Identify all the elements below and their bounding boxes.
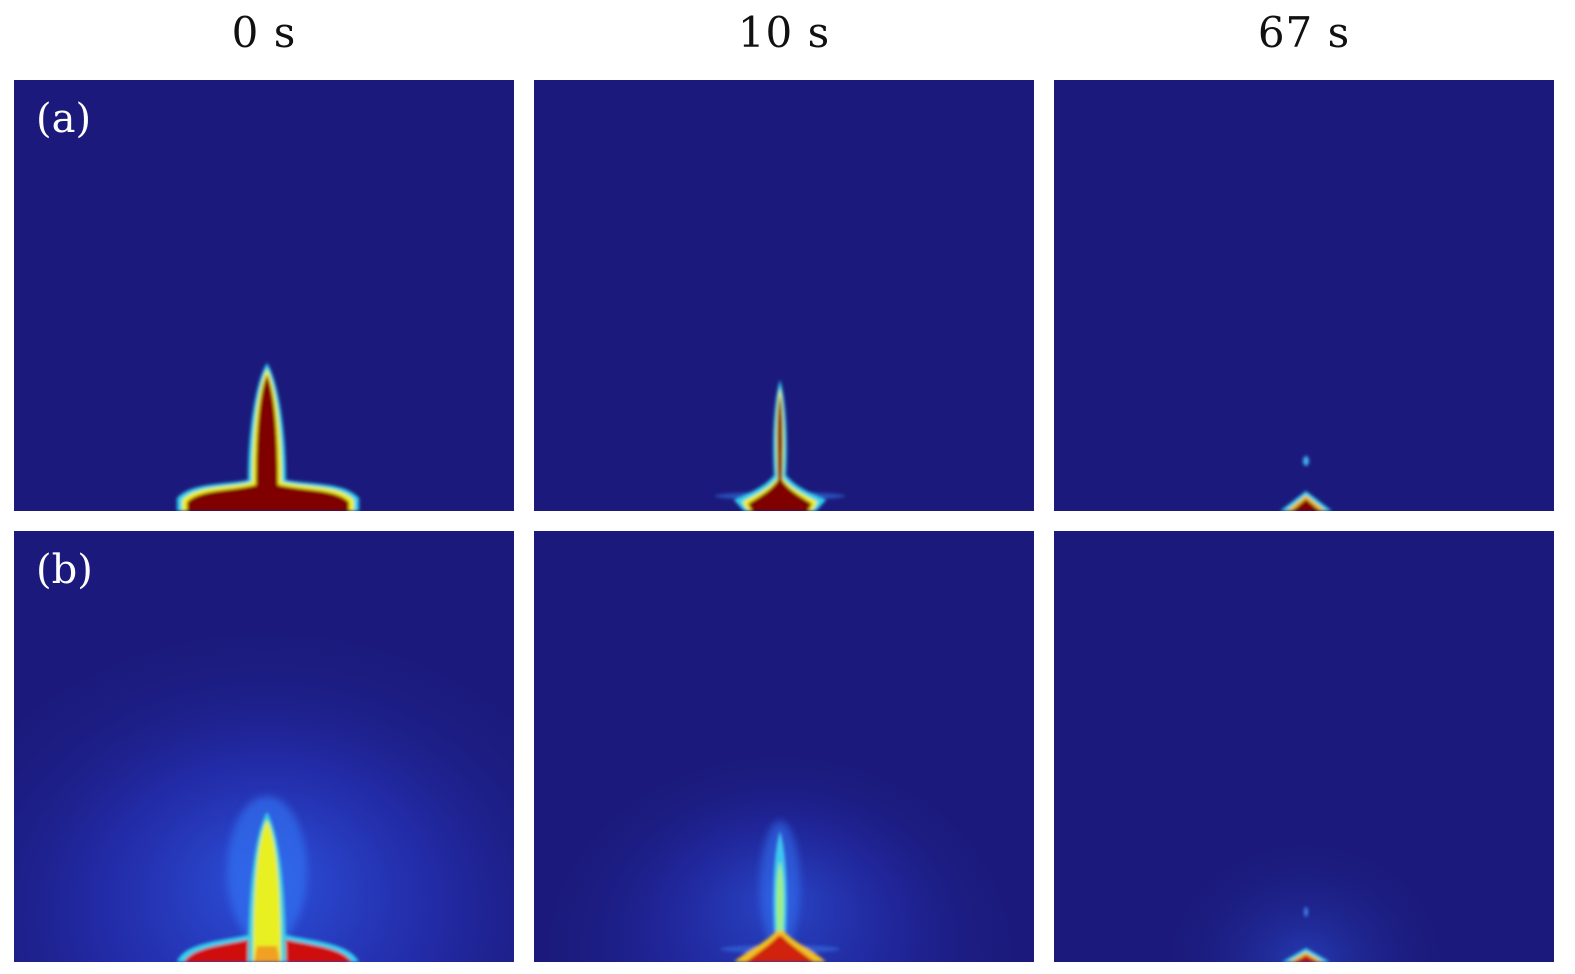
- panel-b-10s: [534, 531, 1034, 962]
- dendrite-image: [177, 363, 359, 511]
- column-title-67s: 67 s: [1257, 8, 1351, 57]
- panel-a-10s: [534, 80, 1034, 511]
- panel-a-0s: (a): [14, 80, 514, 511]
- panel-b-67s: [1054, 531, 1554, 962]
- row-label-b: (b): [36, 547, 93, 593]
- row-label-a: (a): [36, 96, 92, 142]
- panel-a-67s: [1054, 80, 1554, 511]
- field-image: [14, 531, 514, 962]
- column-title-10s: 10 s: [737, 8, 831, 57]
- field-image: [1054, 531, 1554, 962]
- dendrite-image: [715, 380, 845, 511]
- column-title-0s: 0 s: [231, 8, 297, 57]
- panel-b-0s: (b): [14, 531, 514, 962]
- dendrite-image: [1280, 456, 1332, 511]
- field-image: [534, 531, 1034, 962]
